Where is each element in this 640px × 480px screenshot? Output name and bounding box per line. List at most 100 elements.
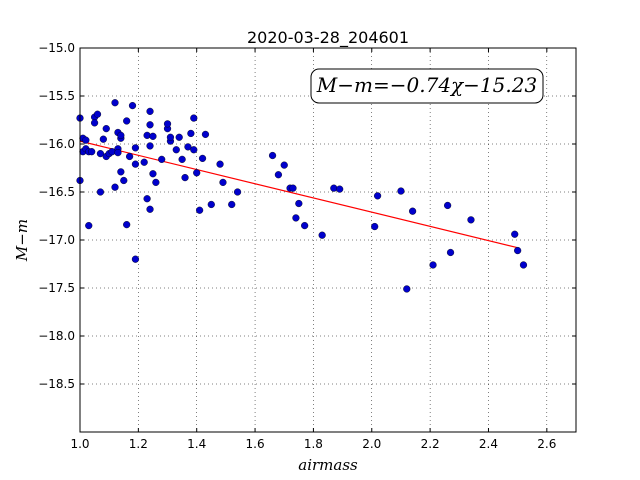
y-tick-label: −16.5 <box>38 185 75 199</box>
data-point <box>403 285 411 293</box>
y-tick-label: −17.0 <box>38 233 75 247</box>
data-point <box>158 155 166 163</box>
data-point <box>178 155 186 163</box>
data-point <box>88 148 96 156</box>
x-tick-labels: 1.0 1.2 1.4 1.6 1.8 2.0 2.2 2.4 2.6 <box>70 437 556 451</box>
data-point <box>90 119 99 127</box>
data-point <box>193 169 201 177</box>
data-point <box>146 121 154 129</box>
data-point <box>201 130 210 139</box>
fit-line <box>79 140 518 249</box>
data-point <box>429 261 437 269</box>
y-axis-label: M−m <box>13 219 31 262</box>
data-point <box>292 214 300 222</box>
data-point <box>131 160 140 168</box>
data-point <box>374 192 382 200</box>
data-point <box>219 178 227 187</box>
chart-title: 2020-03-28_204601 <box>247 28 409 48</box>
data-point <box>187 129 195 138</box>
data-point <box>146 142 154 150</box>
data-point <box>514 246 522 255</box>
data-point <box>102 125 110 133</box>
data-point <box>318 231 326 239</box>
data-point <box>397 187 405 195</box>
data-point <box>99 135 107 143</box>
data-point <box>82 136 90 144</box>
data-point <box>140 158 148 166</box>
data-point <box>371 222 379 231</box>
x-tick-label: 1.6 <box>246 437 265 451</box>
y-tick-label: −15.5 <box>38 89 75 103</box>
data-point <box>96 150 105 158</box>
x-tick-label: 2.0 <box>362 437 381 451</box>
y-tick-label: −16.0 <box>38 137 75 151</box>
data-point <box>117 168 125 176</box>
y-tick-label: −18.5 <box>38 377 75 391</box>
data-point <box>172 146 180 154</box>
data-point <box>268 151 277 160</box>
y-tick-label: −17.5 <box>38 281 75 295</box>
x-tick-label: 2.6 <box>537 437 556 451</box>
data-point <box>120 176 128 185</box>
data-point <box>123 117 131 125</box>
data-point <box>126 152 134 161</box>
data-point <box>166 133 175 141</box>
equation-box-frame <box>310 68 544 104</box>
data-point <box>467 216 475 224</box>
data-point <box>131 255 140 263</box>
data-point <box>336 185 344 193</box>
data-point <box>111 99 119 107</box>
data-point <box>131 144 140 152</box>
data-point <box>143 195 151 203</box>
x-tick-label: 2.4 <box>479 437 498 451</box>
data-point <box>280 161 288 169</box>
data-point <box>519 261 528 269</box>
ticks <box>79 47 576 432</box>
data-point <box>181 174 189 182</box>
data-point <box>216 160 224 168</box>
data-point <box>114 149 122 157</box>
data-point <box>96 188 105 196</box>
data-point <box>190 114 198 122</box>
data-point <box>146 205 154 213</box>
data-point <box>149 170 157 178</box>
data-point <box>301 222 309 230</box>
data-point <box>111 183 119 191</box>
equation-box: M−m=−0.74χ−15.23 <box>310 68 544 104</box>
y-tick-labels: −15.0 −15.5 −16.0 −16.5 −17.0 −17.5 −18.0 −18.5 <box>38 41 75 391</box>
data-point <box>85 222 93 230</box>
data-point <box>117 131 125 139</box>
data-point <box>198 154 207 163</box>
data-point <box>128 101 137 110</box>
data-point <box>228 200 236 209</box>
data-point <box>511 230 519 238</box>
fit-layer <box>79 140 518 249</box>
data-point <box>123 221 131 229</box>
data-point <box>295 199 303 208</box>
data-point <box>190 146 198 154</box>
x-tick-label: 1.2 <box>129 437 148 451</box>
data-points <box>76 99 528 293</box>
x-tick-label: 1.0 <box>70 437 89 451</box>
data-point <box>152 178 160 187</box>
y-tick-label: −18.0 <box>38 329 75 343</box>
data-point <box>175 133 183 141</box>
x-tick-label: 2.2 <box>421 437 440 451</box>
data-point <box>274 171 283 179</box>
x-tick-label: 1.8 <box>304 437 323 451</box>
data-point <box>184 143 192 151</box>
data-point <box>207 200 215 209</box>
y-tick-label: −15.0 <box>38 41 75 55</box>
data-point <box>163 120 172 128</box>
fit-equation: M−m=−0.74χ−15.23 <box>316 73 537 97</box>
data-point <box>444 201 452 210</box>
data-point <box>289 184 297 192</box>
data-point <box>93 110 102 118</box>
data-point <box>233 188 242 196</box>
x-tick-label: 1.4 <box>187 437 206 451</box>
x-axis-label: airmass <box>298 456 358 474</box>
data-point <box>446 248 455 257</box>
data-point <box>149 132 157 140</box>
data-point <box>146 107 154 115</box>
